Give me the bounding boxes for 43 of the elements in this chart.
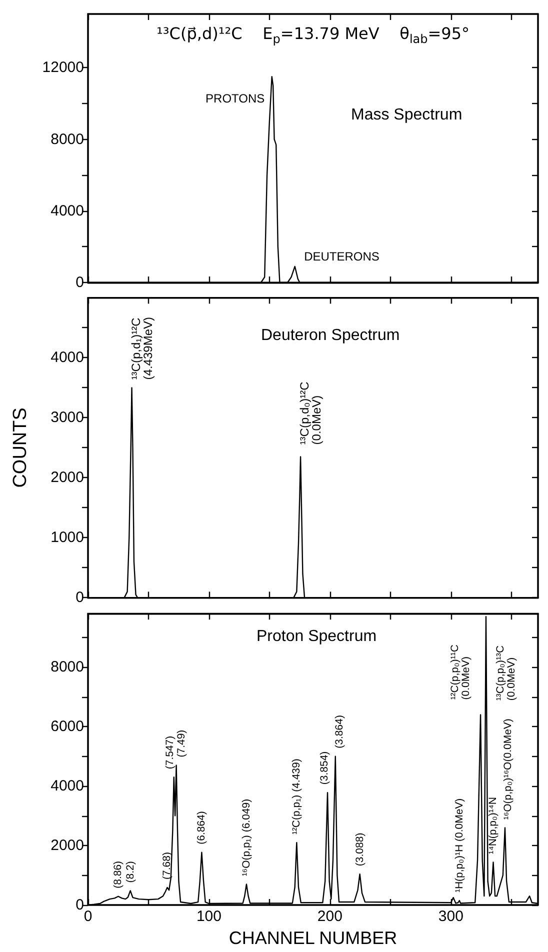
y-tick-label: 0 xyxy=(76,274,84,291)
annotation: (3.854) xyxy=(318,751,331,785)
y-tick-label: 8000 xyxy=(50,658,84,676)
y-axis-title: COUNTS xyxy=(10,408,31,488)
annotation: (3.864) xyxy=(333,715,346,748)
annotation: ¹³C(p,d₀)¹²C (0.0MeV) xyxy=(298,381,324,445)
annotation: ¹³C(p,d₁)¹²C (4.439MeV) xyxy=(128,316,155,380)
y-tick-label: 4000 xyxy=(50,778,84,795)
annotation: ¹²C(p,p₀)¹¹C (0.0MeV) xyxy=(449,644,472,700)
x-tick-label: 300 xyxy=(438,908,464,925)
annotation: PROTONS xyxy=(206,91,265,106)
annotation: ¹⁶O(p,p₁) (6.049) xyxy=(240,798,252,876)
y-tick-label: 4000 xyxy=(50,349,84,366)
text: Proton Spectrum xyxy=(256,628,377,646)
annotation: ¹H(p,p₀)¹H (0.0MeV) xyxy=(453,798,466,893)
y-tick-label: 8000 xyxy=(50,130,84,148)
annotation: (8.86) xyxy=(112,860,124,888)
y-tick-label: 6000 xyxy=(50,718,84,736)
x-axis-title: CHANNEL NUMBER xyxy=(228,928,398,948)
y-tick-label: 2000 xyxy=(50,469,84,486)
y-tick-label: 1000 xyxy=(50,529,84,546)
text: Mass Spectrum xyxy=(351,106,462,124)
text: Deuteron Spectrum xyxy=(261,327,400,344)
y-tick-label: 0 xyxy=(76,896,84,914)
annotation: (7.49) xyxy=(175,730,188,758)
annotation: (3.088) xyxy=(354,832,366,866)
annotation: ¹²C(p,p₁) (4.439) xyxy=(290,758,303,835)
annotation: ¹³C(p,p₀)¹³C (0.0MeV) xyxy=(494,645,518,701)
annotation: ¹⁶O(p,p₀)¹⁶O(0.0MeV) xyxy=(502,718,514,820)
annotation: (6.864) xyxy=(196,811,208,844)
y-tick-label: 12000 xyxy=(42,59,84,76)
annotation: DEUTERONS xyxy=(304,250,380,264)
x-tick-label: 100 xyxy=(196,908,222,925)
text: ¹³C(p⃗,d)¹²C E$_{p}$=13.79 MeV θ$_{lab}$=95° xyxy=(155,24,471,46)
y-tick-label: 4000 xyxy=(50,202,84,220)
annotation: ¹⁴N(p,p₀)¹⁴N xyxy=(487,797,500,854)
annotation: (7.68) xyxy=(161,852,174,880)
y-tick-label: 0 xyxy=(76,589,84,606)
y-tick-label: 2000 xyxy=(50,837,84,854)
annotation: (8.2) xyxy=(124,861,136,883)
x-tick-label: 200 xyxy=(317,908,342,925)
annotation: (7.547) xyxy=(164,736,176,770)
y-tick-label: 3000 xyxy=(50,409,84,426)
